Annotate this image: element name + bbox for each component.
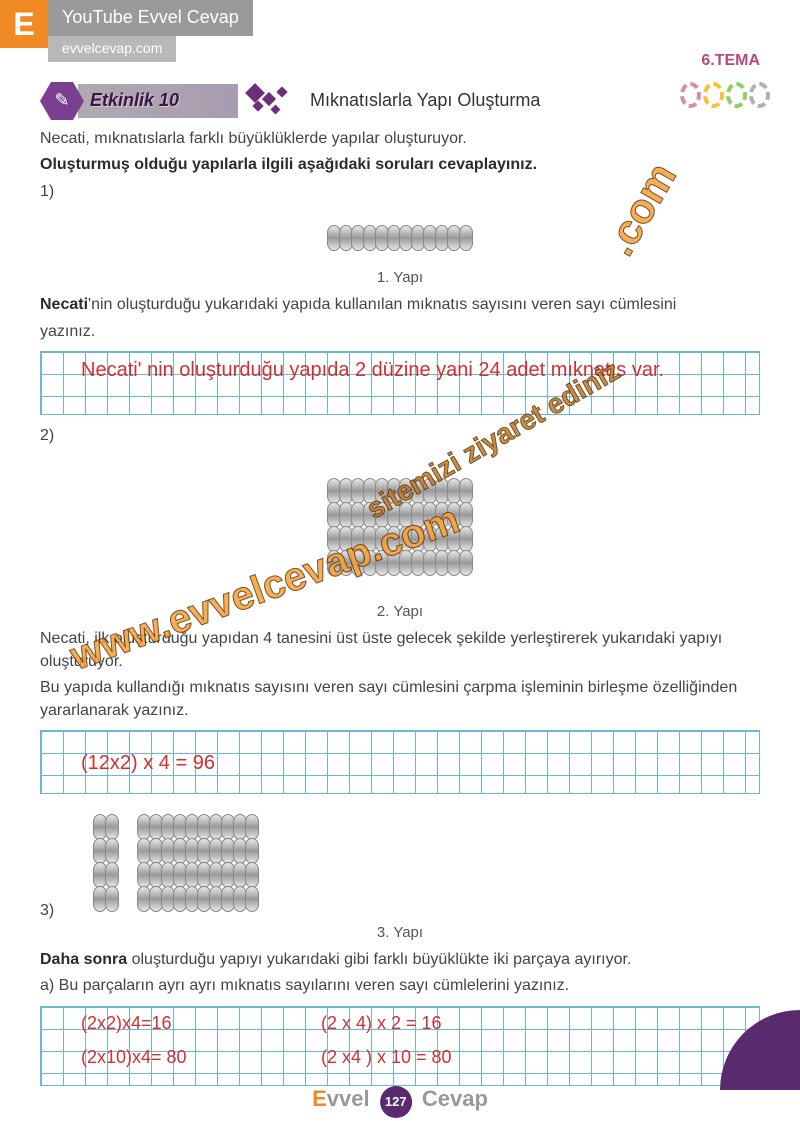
q2-answer: (12x2) x 4 = 96 [81,749,215,777]
site-badge: E [0,0,48,48]
intro-line1: Necati, mıknatıslarla farklı büyüklükler… [40,128,760,150]
q1-prompt-a: Necati'nin oluşturduğu yukarıdaki yapıda… [40,294,760,316]
q1-number: 1) [40,181,760,203]
q2-number: 2) [40,425,760,447]
tema-label: 6.TEMA [701,50,760,72]
q3-magnet-image [94,808,258,918]
footer-vvel: vvel [327,1086,370,1111]
q3-p1: Daha sonra oluşturduğu yapıyı yukarıdaki… [40,949,760,971]
q2-answer-grid: (12x2) x 4 = 96 [40,730,760,794]
footer-cevap: Cevap [422,1086,488,1111]
url-tab[interactable]: evvelcevap.com [48,36,176,62]
decor-squares-icon [242,84,302,118]
q2-caption: 2. Yapı [40,601,760,622]
intro-line2: Oluşturmuş olduğu yapılarla ilgili aşağı… [40,154,760,176]
q2-p2: Bu yapıda kullandığı mıknatıs sayısını v… [40,677,760,722]
q2-magnet-image [40,457,760,597]
q2-p1: Necati, ilk oluşturduğu yapıdan 4 tanesi… [40,628,760,673]
footer-brand: Evvel 127 Cevap [312,1084,488,1118]
q3-caption: 3. Yapı [40,922,760,943]
page-number: 127 [380,1086,412,1118]
q3-ans-b1: (2 x 4) x 2 = 16 [321,1011,442,1036]
q1-prompt-b: yazınız. [40,321,760,343]
q3-ans-a2: (2x10)x4= 80 [81,1045,187,1070]
top-bar: E YouTube Evvel Cevap evvelcevap.com 6.T… [0,0,800,70]
q3-answer-grid: (2x2)x4=16 (2 x 4) x 2 = 16 (2x10)x4= 80… [40,1006,760,1086]
page-body: Necati, mıknatıslarla farklı büyüklükler… [40,124,760,1096]
q1-answer-grid: Necati' nin oluşturduğu yapıda 2 düzine … [40,351,760,415]
activity-header: Etkinlik 10 Mıknatıslarla Yapı Oluşturma [40,82,760,120]
q3-ans-b2: (2 x4 ) x 10 = 80 [321,1045,452,1070]
q3-number: 3) [40,900,54,922]
q1-caption: 1. Yapı [40,267,760,288]
url-label: evvelcevap.com [62,39,162,59]
q1-answer: Necati' nin oluşturduğu yapıda 2 düzine … [81,356,664,384]
footer-e: E [312,1086,327,1111]
youtube-label: YouTube Evvel Cevap [62,5,239,30]
gears-icon [680,82,770,122]
activity-ribbon: Etkinlik 10 [78,84,238,118]
youtube-tab[interactable]: YouTube Evvel Cevap [48,0,253,36]
q3-ans-a1: (2x2)x4=16 [81,1011,172,1036]
q3-p2: a) Bu parçaların ayrı ayrı mıknatıs sayı… [40,975,760,997]
q1-magnet-image [40,213,760,263]
